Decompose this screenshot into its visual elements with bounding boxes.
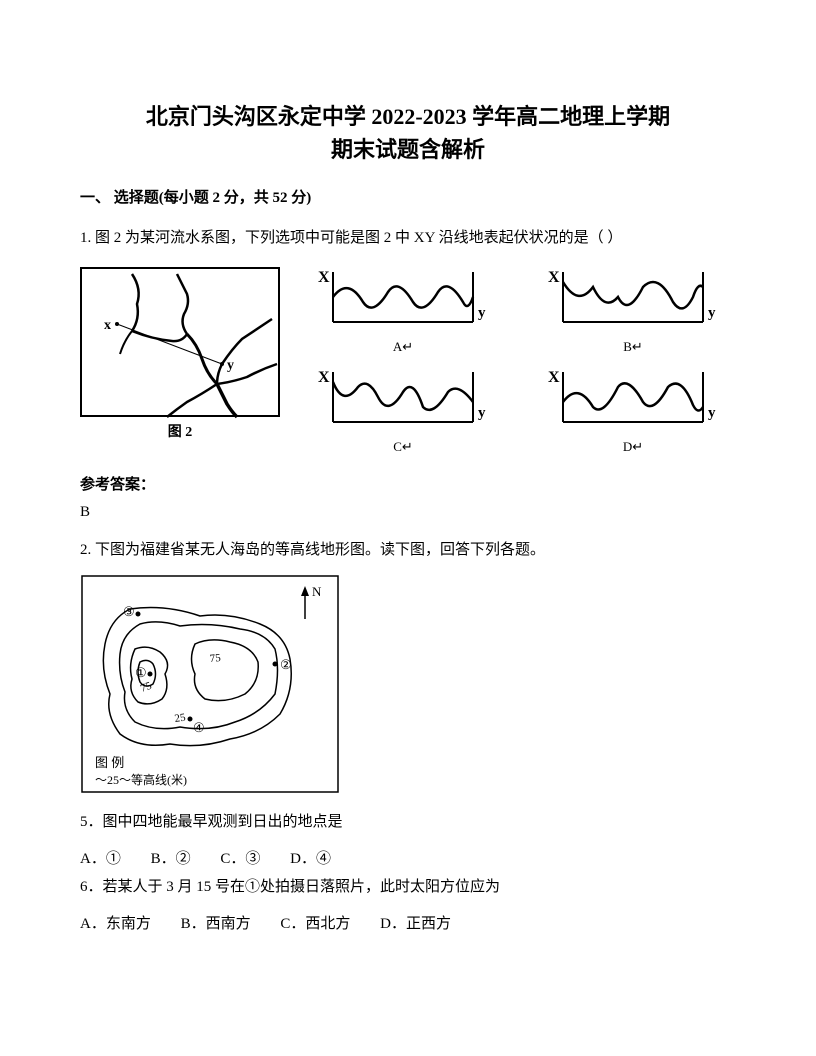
svg-text:X: X [548, 269, 560, 286]
contour-75-label-1: 75 [139, 680, 154, 695]
q5-option-a: A．① [80, 844, 121, 874]
question-5-text: 5．图中四地能最早观测到日出的地点是 [80, 809, 736, 836]
river-figure-container: x y 图 2 [80, 267, 280, 447]
question-6-options: A．东南方 B．西南方 C．西北方 D．正西方 [80, 909, 736, 939]
point-4-label: ④ [193, 720, 205, 735]
svg-text:y: y [708, 305, 716, 321]
point-2-label: ② [280, 657, 292, 672]
q6-option-b: B．西南方 [181, 909, 251, 939]
north-label: N [312, 584, 322, 599]
svg-text:X: X [318, 269, 330, 286]
q6-option-c: C．西北方 [280, 909, 350, 939]
q6-option-d: D．正西方 [380, 909, 451, 939]
profile-a-label: A [393, 339, 402, 354]
profile-b-label: B [623, 339, 632, 354]
question-2-text: 2. 下图为福建省某无人海岛的等高线地形图。读下图，回答下列各题。 [80, 537, 736, 564]
river-y-label: y [227, 358, 234, 373]
q5-option-c: C．③ [220, 844, 260, 874]
point-1-label: ① [135, 665, 147, 680]
title-line-2: 期末试题含解析 [80, 133, 736, 166]
section-1-header: 一、 选择题(每小题 2 分，共 52 分) [80, 186, 736, 207]
contour-25-label: 25 [174, 711, 187, 724]
profile-a: X y A↵ [300, 267, 506, 355]
legend-text: ～25～等高线(米) [95, 772, 187, 787]
profile-d-label: D [623, 439, 632, 454]
svg-text:X: X [318, 369, 330, 386]
svg-text:y: y [478, 405, 486, 421]
q5-option-b: B．② [151, 844, 191, 874]
profile-c: X y C↵ [300, 367, 506, 455]
question-1-answer-block: 参考答案： B [80, 473, 736, 521]
question-1-answer: B [80, 504, 736, 521]
exam-title: 北京门头沟区永定中学 2022-2023 学年高二地理上学期 期末试题含解析 [80, 100, 736, 166]
svg-text:X: X [548, 369, 560, 386]
question-1-figures: x y 图 2 X y A↵ X [80, 267, 736, 455]
figure-2-label: 图 2 [80, 421, 280, 441]
question-5-options: A．① B．② C．③ D．④ [80, 844, 736, 874]
profile-c-label: C [393, 439, 402, 454]
profile-b: X y B↵ [530, 267, 736, 355]
q6-option-a: A．东南方 [80, 909, 151, 939]
river-x-label: x [104, 318, 111, 333]
title-line-1: 北京门头沟区永定中学 2022-2023 学年高二地理上学期 [80, 100, 736, 133]
profile-d: X y D↵ [530, 367, 736, 455]
svg-text:y: y [478, 305, 486, 321]
q5-option-d: D．④ [290, 844, 331, 874]
question-1-text: 1. 图 2 为某河流水系图，下列选项中可能是图 2 中 XY 沿线地表起伏状况… [80, 225, 736, 252]
answer-label: 参考答案： [80, 473, 736, 494]
svg-text:y: y [708, 405, 716, 421]
point-3-label: ③ [123, 604, 135, 619]
contour-map: N 25 75 75 ① ② ③ ④ 图 例 ～25～等高线(米) [80, 574, 340, 794]
question-6-text: 6．若某人于 3 月 15 号在①处拍摄日落照片，此时太阳方位应为 [80, 874, 736, 901]
legend-title: 图 例 [95, 755, 124, 770]
river-map: x y [80, 267, 280, 417]
profile-options-grid: X y A↵ X y B↵ X [300, 267, 736, 455]
contour-75-label-2: 75 [209, 652, 222, 665]
